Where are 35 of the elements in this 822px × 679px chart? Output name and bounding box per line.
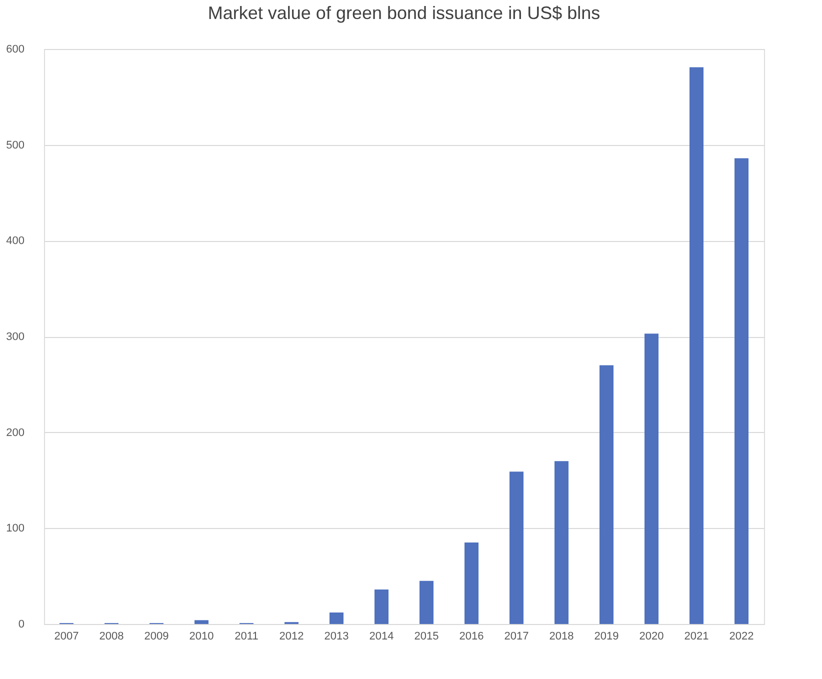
x-tick-label: 2011 <box>234 630 258 642</box>
y-tick-label: 100 <box>6 522 24 535</box>
bar <box>420 580 434 624</box>
x-tick-label: 2013 <box>324 630 349 642</box>
y-tick-label: 200 <box>6 426 24 439</box>
bar <box>464 542 478 624</box>
x-tick-label: 2010 <box>189 630 214 642</box>
bar <box>554 461 568 624</box>
chart-title: Market value of green bond issuance in US$ blns <box>208 3 600 23</box>
bar <box>330 612 344 624</box>
x-tick-label: 2020 <box>639 630 664 642</box>
x-tick-label: 2014 <box>369 630 394 642</box>
y-tick-label: 0 <box>18 618 24 630</box>
y-tick-label: 600 <box>6 44 24 56</box>
x-tick-label: 2022 <box>729 630 754 642</box>
x-tick-label: 2016 <box>459 630 484 642</box>
y-tick-label: 300 <box>6 331 24 343</box>
bar <box>644 334 658 624</box>
x-tick-label: 2019 <box>594 630 619 642</box>
x-tick-label: 2008 <box>99 630 124 642</box>
bar <box>374 590 388 624</box>
bar <box>734 158 748 624</box>
x-tick-label: 2015 <box>414 630 439 642</box>
bar <box>690 67 704 624</box>
x-tick-label: 2017 <box>504 630 529 642</box>
x-tick-label: 2018 <box>549 630 574 642</box>
y-tick-label: 500 <box>6 139 24 152</box>
x-tick-label: 2007 <box>54 630 79 642</box>
x-tick-label: 2009 <box>144 630 169 642</box>
bar <box>194 620 208 624</box>
x-tick-label: 2012 <box>279 630 304 642</box>
bar <box>510 472 524 624</box>
y-tick-label: 400 <box>6 235 24 248</box>
bar <box>600 365 614 624</box>
x-tick-label: 2021 <box>684 630 709 642</box>
